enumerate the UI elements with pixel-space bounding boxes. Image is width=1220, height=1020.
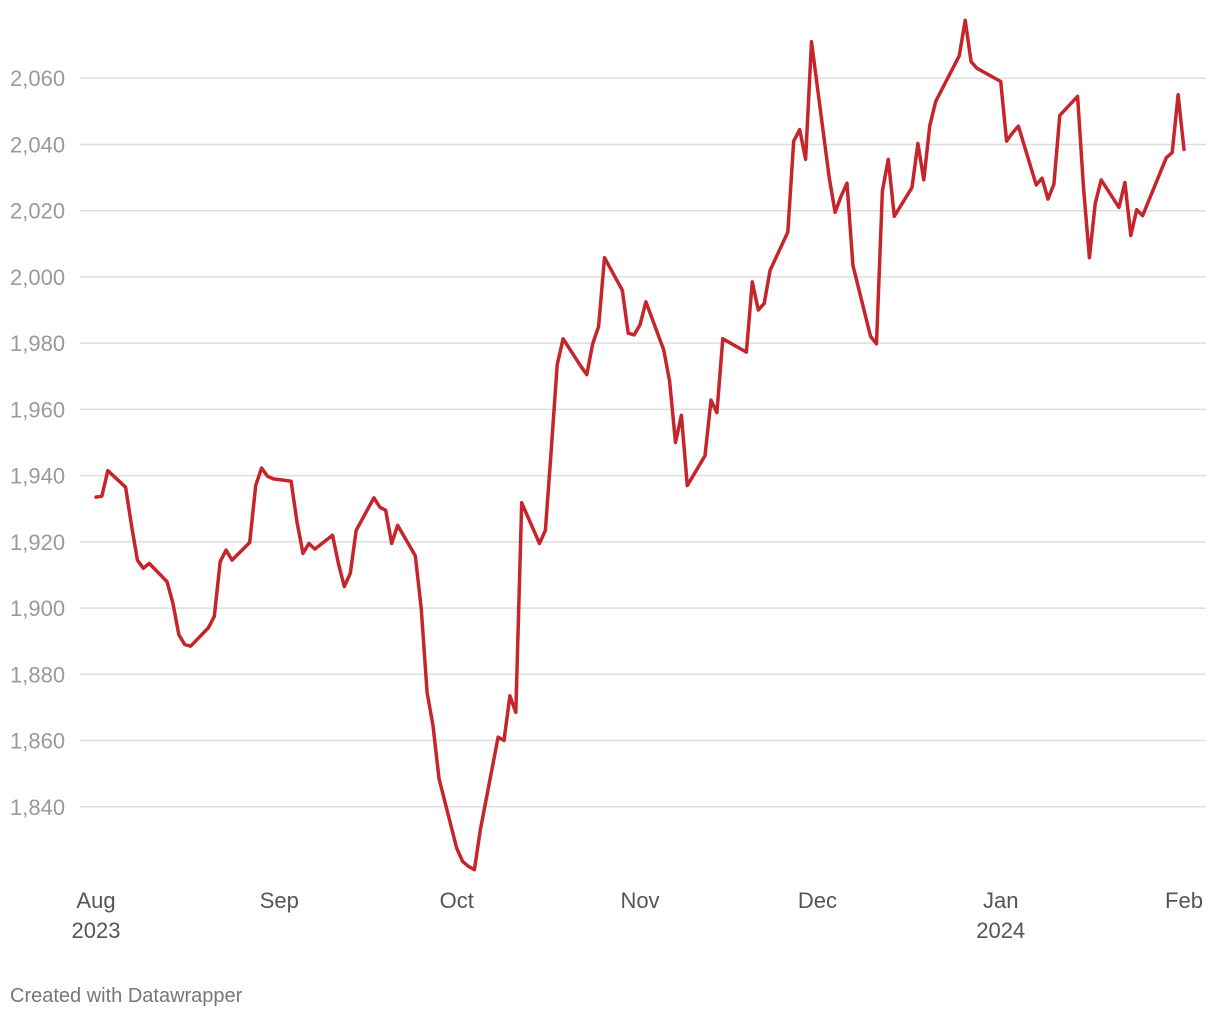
y-tick-label: 1,840 [10, 795, 65, 820]
x-tick-year-label: 2023 [72, 918, 121, 943]
x-tick-label: Oct [440, 888, 474, 913]
y-tick-label: 1,940 [10, 464, 65, 489]
x-tick-label: Nov [620, 888, 659, 913]
x-tick-label: Feb [1165, 888, 1203, 913]
line-chart: 1,840 1,860 1,880 1,900 1,920 1,940 1,960 1,980… [10, 18, 1206, 943]
y-tick-label: 1,880 [10, 662, 65, 687]
x-tick-label: Sep [260, 888, 299, 913]
x-tick-year-label: 2024 [976, 918, 1025, 943]
x-axis: Aug 2023 Sep Oct Nov Dec Jan 2024 Feb [72, 888, 1203, 943]
x-tick-label: Jan [983, 888, 1018, 913]
series-line [94, 18, 1186, 872]
gridlines [80, 77, 1206, 808]
y-tick-label: 1,900 [10, 596, 65, 621]
y-axis: 1,840 1,860 1,880 1,900 1,920 1,940 1,960 1,980… [10, 66, 65, 820]
y-tick-label: 1,980 [10, 331, 65, 356]
y-tick-label: 2,020 [10, 199, 65, 224]
y-tick-label: 2,060 [10, 66, 65, 91]
y-tick-label: 1,920 [10, 530, 65, 555]
y-tick-label: 2,000 [10, 265, 65, 290]
credit-text: Created with Datawrapper [10, 985, 243, 1007]
y-tick-label: 1,860 [10, 729, 65, 754]
plot-area [94, 18, 1186, 872]
x-tick-label: Dec [798, 888, 837, 913]
x-tick-label: Aug [76, 888, 115, 913]
y-tick-label: 2,040 [10, 132, 65, 157]
y-tick-label: 1,960 [10, 397, 65, 422]
